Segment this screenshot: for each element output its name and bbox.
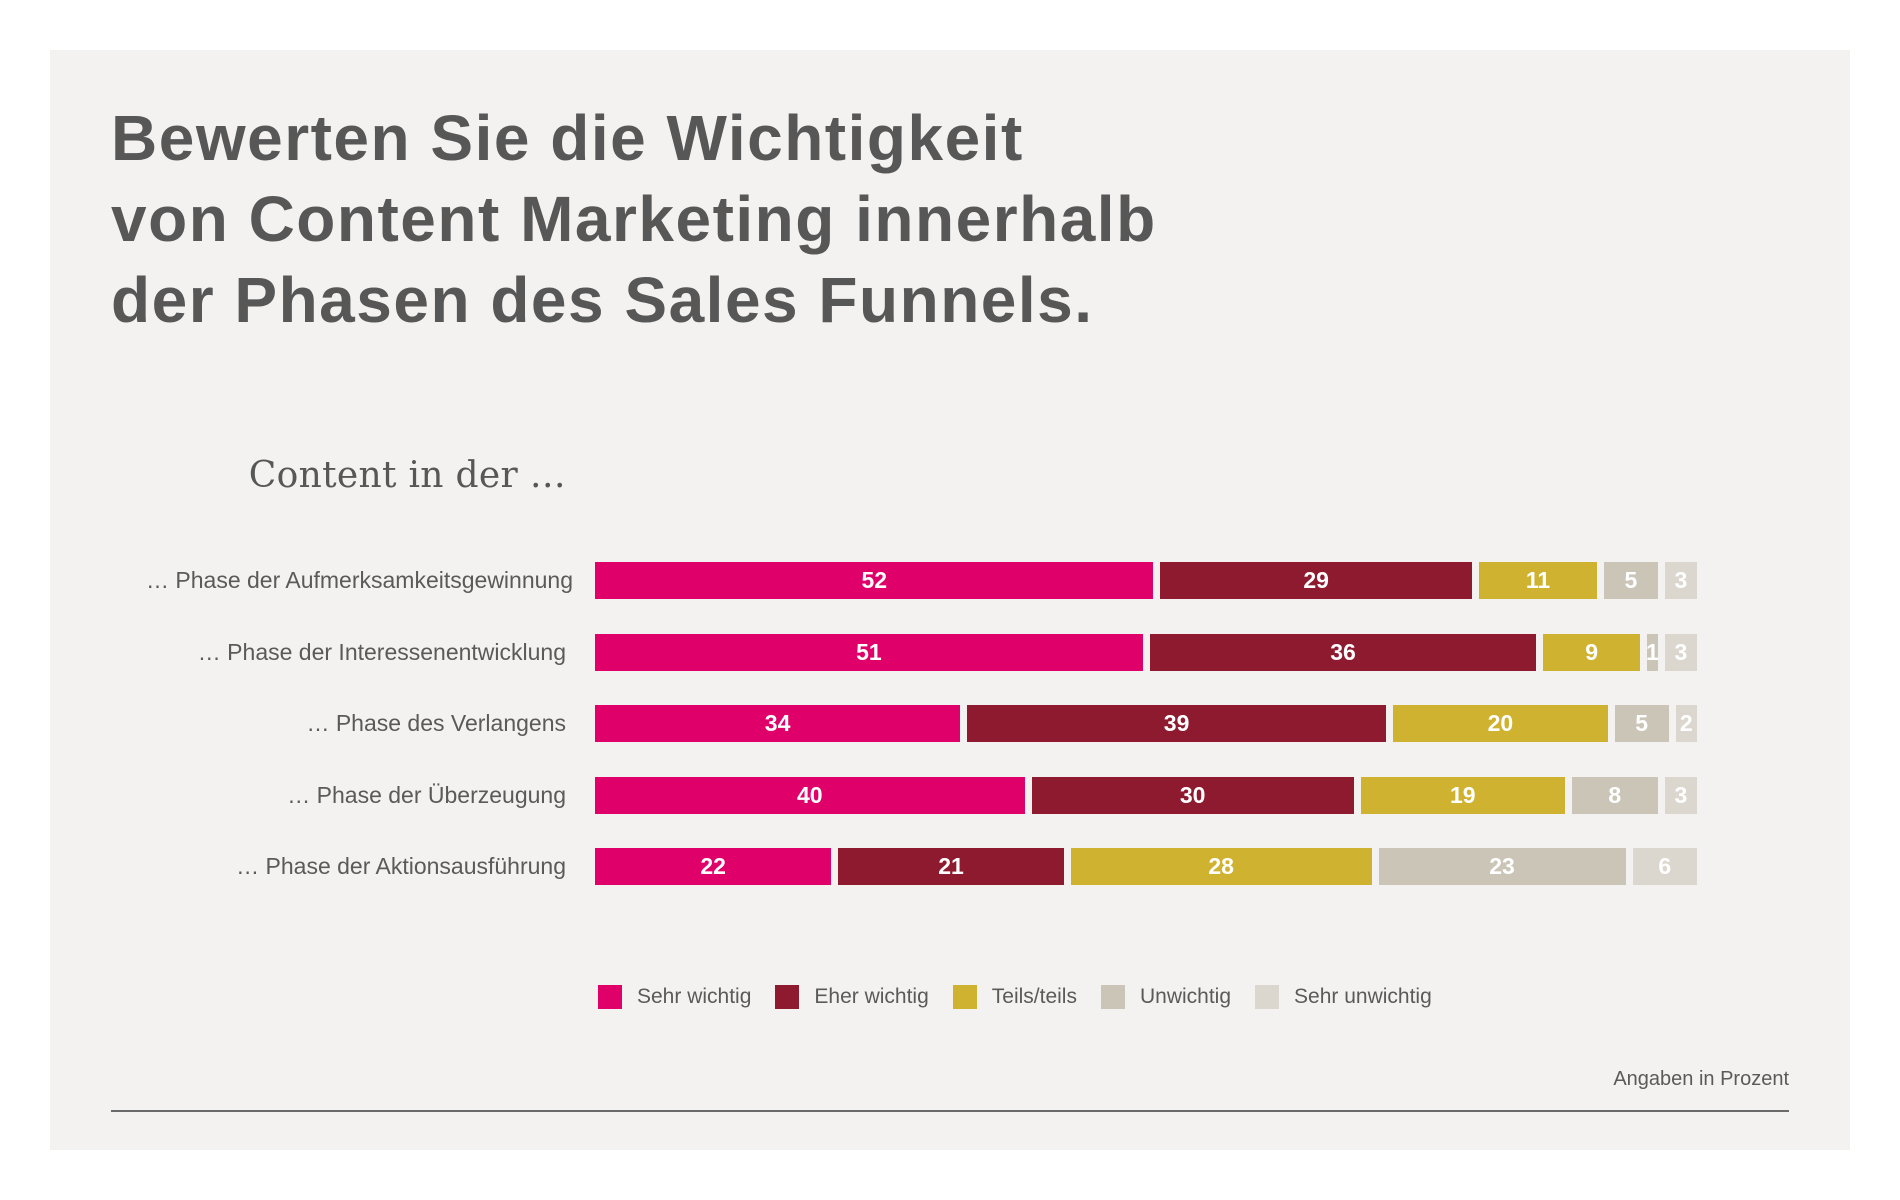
- data-label: 22: [700, 853, 726, 879]
- data-label: 8: [1608, 781, 1622, 808]
- bar-segment: 28: [1070, 848, 1372, 885]
- data-label: 5: [1624, 567, 1638, 593]
- category-label: … Phase der Aktionsausführung: [236, 853, 566, 879]
- data-label: 40: [797, 781, 823, 808]
- category-label: … Phase der Aufmerksamkeitsgewinnung: [146, 567, 573, 593]
- data-label: 51: [856, 638, 882, 665]
- bar-segment: 3: [1664, 633, 1697, 671]
- bar-segment: 34: [595, 705, 961, 742]
- bar-segment: 19: [1360, 776, 1565, 814]
- data-label: 3: [1674, 567, 1688, 593]
- data-label: 9: [1585, 638, 1599, 665]
- bar-segment: 9: [1543, 633, 1641, 671]
- data-label: 11: [1525, 567, 1551, 593]
- chart-subtitle: Content in der …: [248, 455, 566, 496]
- legend-swatch: [1100, 985, 1125, 1009]
- bar-segment: 3: [1664, 776, 1697, 814]
- unit-note: Angaben in Prozent: [1613, 1068, 1789, 1090]
- data-label: 6: [1658, 853, 1672, 879]
- data-label: 34: [764, 710, 791, 736]
- legend-label: Unwichtig: [1139, 985, 1232, 1008]
- bar-segment: 39: [967, 705, 1387, 742]
- bar-segment: 40: [595, 776, 1025, 814]
- legend-item: Eher wichtig: [775, 985, 929, 1009]
- bar-segment: 1: [1647, 633, 1658, 671]
- data-label: 5: [1635, 710, 1649, 736]
- data-label: 2: [1679, 710, 1693, 736]
- legend-label: Teils/teils: [991, 985, 1077, 1008]
- data-label: 52: [861, 567, 888, 593]
- bar-segment: 22: [595, 848, 832, 885]
- category-label: … Phase der Interessenentwicklung: [197, 638, 566, 665]
- bar-segment: 2: [1675, 705, 1697, 742]
- data-label: 1: [1647, 638, 1658, 665]
- data-label: 30: [1179, 781, 1206, 808]
- legend-swatch: [775, 985, 800, 1009]
- legend-item: Unwichtig: [1100, 985, 1232, 1009]
- bar-segment: 36: [1149, 633, 1537, 671]
- legend-swatch: [1255, 985, 1280, 1009]
- bar-segment: 52: [595, 562, 1154, 599]
- legend: Sehr wichtig Eher wichtig Teils/teils Unwic…: [598, 985, 1456, 1009]
- bottom-rule: [111, 1110, 1789, 1112]
- bar-segment: 5: [1614, 705, 1669, 742]
- chart-panel: Bewerten Sie die Wichtigkeit von Content…: [50, 50, 1850, 1150]
- legend-swatch: [598, 985, 622, 1009]
- data-label: 3: [1674, 781, 1688, 808]
- data-label: 28: [1208, 853, 1234, 879]
- data-label: 19: [1450, 781, 1476, 808]
- legend-label: Sehr unwichtig: [1294, 985, 1432, 1008]
- bar-segment: 51: [595, 633, 1143, 671]
- legend-label: Sehr wichtig: [637, 985, 752, 1008]
- data-label: 39: [1163, 710, 1190, 736]
- bar-segment: 21: [838, 848, 1064, 885]
- legend-item: Sehr wichtig: [598, 985, 751, 1009]
- bar-segment: 8: [1571, 776, 1658, 814]
- data-label: 3: [1674, 638, 1688, 665]
- data-label: 36: [1330, 638, 1356, 665]
- bar-segment: 29: [1160, 562, 1472, 599]
- category-label: … Phase des Verlangens: [306, 710, 566, 736]
- bar-segment: 20: [1393, 705, 1608, 742]
- legend-swatch: [952, 985, 977, 1009]
- legend-label: Eher wichtig: [814, 985, 929, 1008]
- bar-segment: 5: [1604, 562, 1658, 599]
- bar-segment: 23: [1378, 848, 1626, 885]
- legend-item: Sehr unwichtig: [1255, 985, 1432, 1009]
- category-label: … Phase der Überzeugung: [287, 781, 566, 808]
- bar-segment: 3: [1664, 562, 1697, 599]
- data-label: 29: [1303, 567, 1329, 593]
- legend-item: Teils/teils: [952, 985, 1077, 1009]
- bar-segment: 11: [1478, 562, 1598, 599]
- data-label: 20: [1487, 710, 1514, 736]
- data-label: 21: [938, 853, 964, 879]
- bar-segment: 30: [1031, 776, 1354, 814]
- data-label: 23: [1489, 853, 1515, 879]
- bar-segment: 6: [1632, 848, 1697, 885]
- chart-title: Bewerten Sie die Wichtigkeit von Content…: [111, 102, 1157, 336]
